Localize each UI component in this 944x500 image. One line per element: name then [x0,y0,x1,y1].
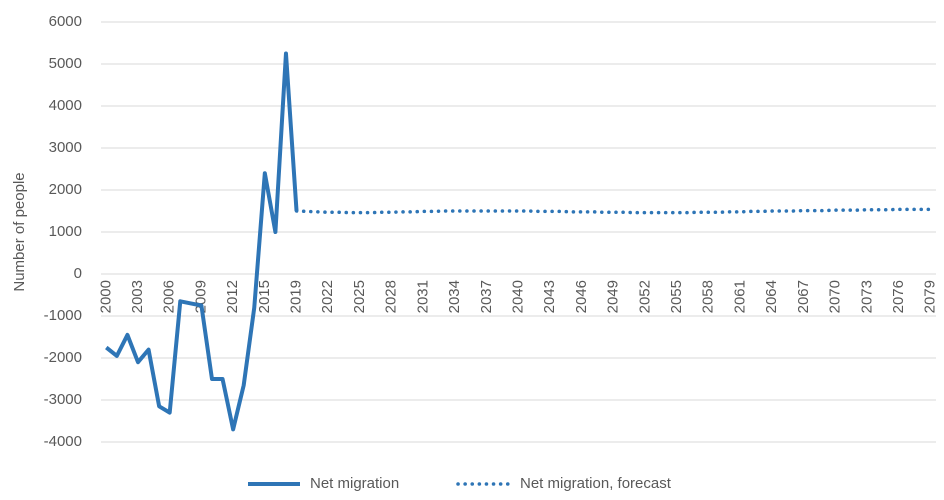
y-tick-label: 4000 [49,97,82,114]
x-tick-label: 2031 [414,280,431,313]
x-tick-label: 2037 [478,280,495,313]
legend-label: Net migration, forecast [520,475,672,492]
legend-label: Net migration [310,475,399,492]
x-tick-label: 2022 [319,280,336,313]
y-tick-label: -4000 [44,433,82,450]
x-tick-label: 2003 [129,280,146,313]
x-tick-label: 2070 [827,280,844,313]
x-tick-label: 2025 [351,280,368,313]
x-tick-label: 2040 [509,280,526,313]
y-tick-label: -1000 [44,307,82,324]
y-tick-label: 0 [74,265,82,282]
x-tick-label: 2043 [541,280,558,313]
x-tick-label: 2055 [668,280,685,313]
y-tick-label: 1000 [49,223,82,240]
series-line [105,51,299,432]
y-tick-label: 5000 [49,55,82,72]
y-tick-label: -2000 [44,349,82,366]
x-tick-label: 2052 [636,280,653,313]
x-tick-label: 2073 [858,280,875,313]
x-tick-label: 2058 [700,280,717,313]
y-tick-label: 3000 [49,139,82,156]
x-tick-label: 2061 [731,280,748,313]
x-tick-label: 2019 [288,280,305,313]
x-tick-label: 2046 [573,280,590,313]
y-tick-label: -3000 [44,391,82,408]
x-tick-label: 2012 [224,280,241,313]
y-tick-label: 6000 [49,13,82,30]
x-tick-label: 2064 [763,280,780,313]
x-tick-label: 2015 [256,280,273,313]
x-tick-label: 2000 [97,280,114,313]
y-tick-label: 2000 [49,181,82,198]
x-tick-label: 2006 [161,280,178,313]
x-tick-label: 2076 [890,280,907,313]
x-tick-label: 2034 [446,280,463,313]
series-line [294,207,933,215]
x-tick-label: 2028 [383,280,400,313]
x-tick-label: 2049 [605,280,622,313]
y-axis-label: Number of people [11,172,28,291]
x-tick-label: 2067 [795,280,812,313]
x-tick-label: 2079 [922,280,939,313]
